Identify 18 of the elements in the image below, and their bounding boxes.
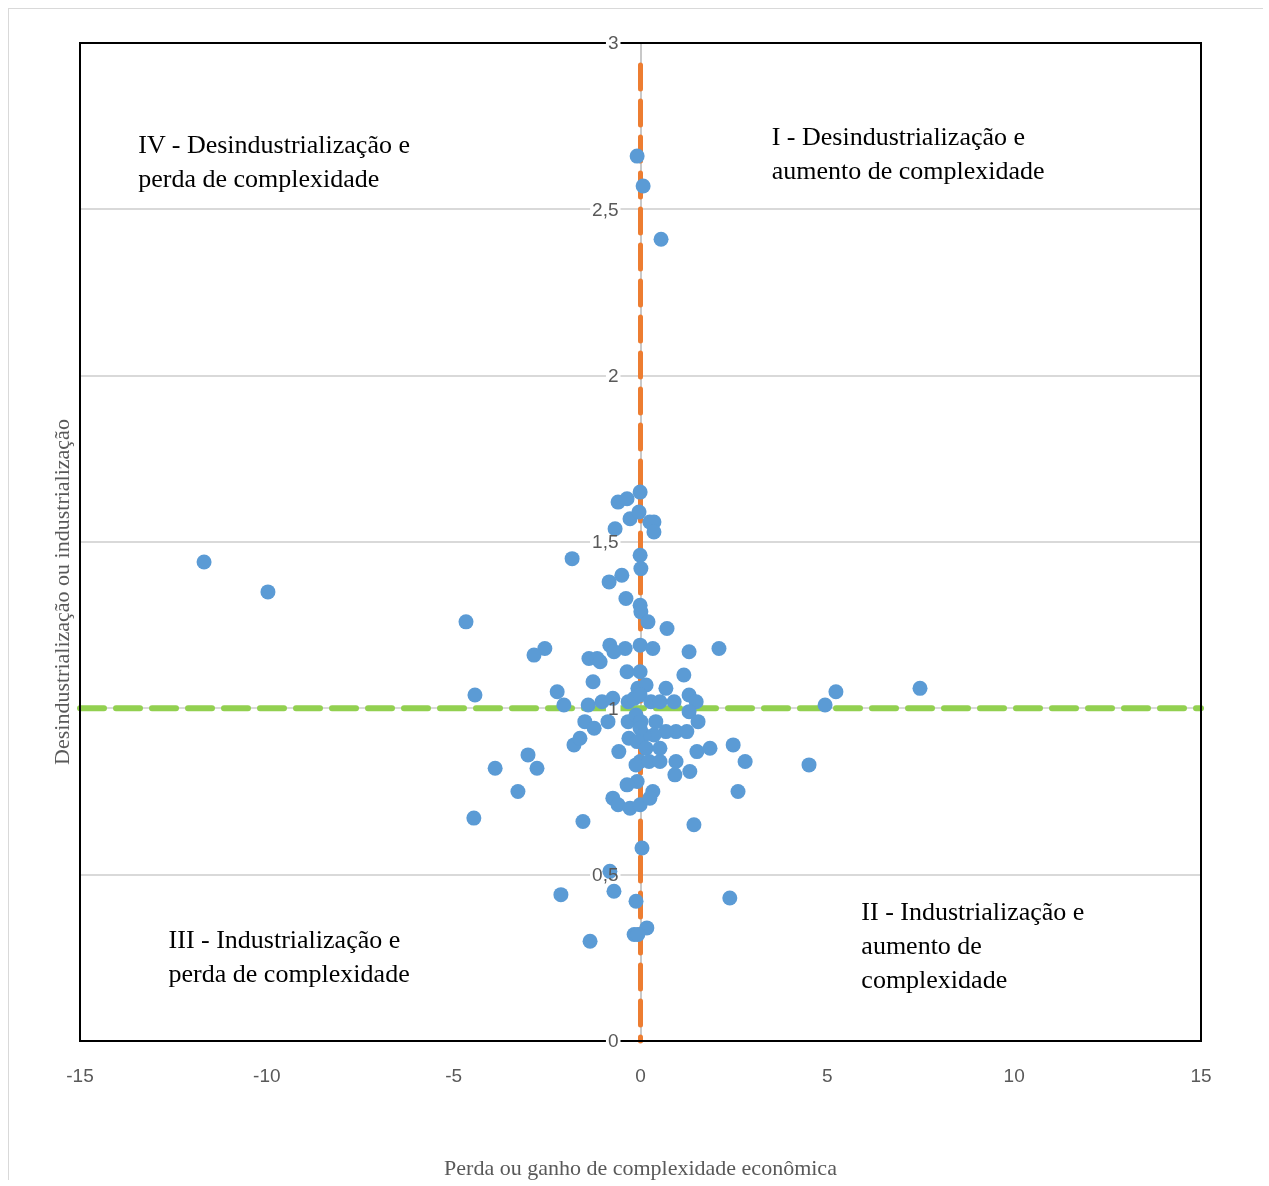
annotation: II - Industrialização e aumento de complexidade [861, 897, 1085, 995]
x-tick-label: -15 [66, 1064, 94, 1086]
y-tick-label: 3 [607, 32, 619, 54]
y-tick-label: 0 [607, 1030, 619, 1052]
x-tick-label: -10 [253, 1064, 281, 1086]
y-tick-label: 1,5 [592, 531, 619, 553]
y-tick-label: 2,5 [592, 198, 619, 220]
x-tick-label: 0 [635, 1064, 646, 1086]
x-tick-label: 15 [1190, 1064, 1212, 1086]
y-axis-title: Desindustrialização ou industrialização [48, 419, 74, 765]
x-tick-label: 10 [1003, 1064, 1025, 1086]
annotation: I - Desindustrialização e aumento de complexidade [771, 121, 1045, 185]
x-tick-label: -5 [445, 1064, 463, 1086]
x-axis-title: Perda ou ganho de complexidade econômica [444, 1154, 838, 1180]
annotation: IV - Desindustrialização e perda de complexidade [138, 129, 410, 193]
annotation: III - Industrialização e perda de complexidade [168, 925, 410, 989]
x-tick-label: 5 [822, 1064, 833, 1086]
y-tick-label: 2 [607, 364, 619, 386]
